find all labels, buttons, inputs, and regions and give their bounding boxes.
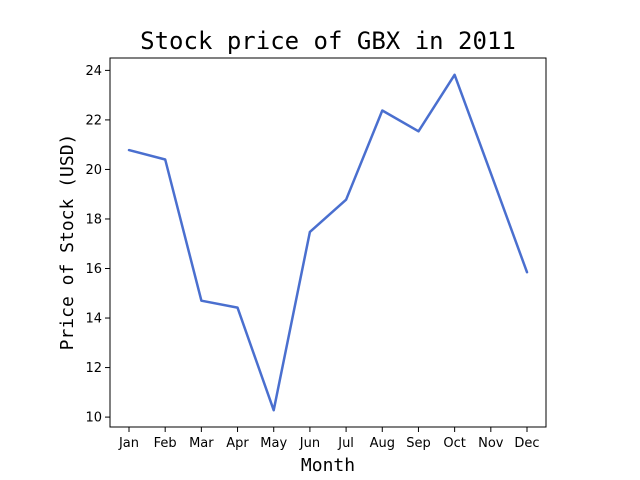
- x-axis-label: Month: [301, 455, 355, 476]
- x-tick-label: Dec: [514, 436, 539, 451]
- series-line: [127, 73, 529, 412]
- x-tick-label: Mar: [189, 436, 214, 451]
- x-tick-label: Oct: [443, 436, 465, 451]
- y-axis-label: Price of Stock (USD): [57, 134, 78, 351]
- x-tick-label: Apr: [226, 436, 249, 451]
- y-tick-label: 10: [85, 411, 102, 426]
- y-tick-label: 24: [85, 64, 102, 79]
- x-tick-label: Feb: [154, 436, 177, 451]
- y-tick-label: 20: [85, 163, 102, 178]
- y-axis: 10 12 14 16 18 20 22 24: [85, 64, 110, 426]
- y-tick-label: 16: [85, 262, 102, 277]
- x-tick-label: Jun: [299, 436, 320, 451]
- x-tick-label: Aug: [370, 436, 395, 451]
- y-tick-label: 22: [85, 113, 102, 128]
- y-tick-label: 12: [85, 361, 102, 376]
- y-tick-label: 18: [85, 212, 102, 227]
- x-axis: Jan Feb Mar Apr May Jun Jul Aug Sep Oct Nov Dec: [118, 427, 540, 451]
- x-tick-label: Nov: [478, 436, 504, 451]
- y-tick-label: 14: [85, 312, 102, 327]
- x-tick-label: Jan: [118, 436, 139, 451]
- chart-title: Stock price of GBX in 2011: [140, 27, 516, 55]
- x-tick-label: Sep: [406, 436, 431, 451]
- x-tick-label: Jul: [337, 436, 354, 451]
- x-tick-label: May: [260, 436, 287, 451]
- plot-frame: [109, 57, 547, 428]
- series-group: [127, 73, 529, 412]
